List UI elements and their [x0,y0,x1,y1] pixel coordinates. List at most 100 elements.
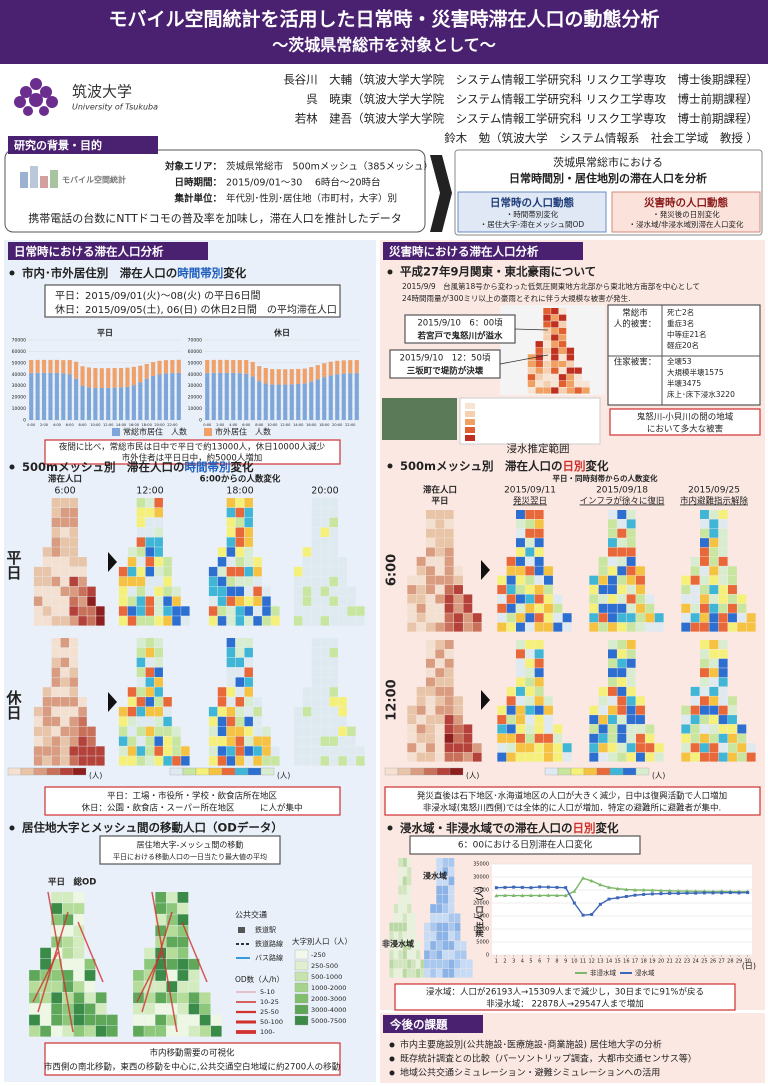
map-cell [244,647,253,658]
map-cell [51,981,63,992]
label: 2015/09/25 [688,486,740,496]
map-cell [393,904,398,913]
map-cell [389,931,394,941]
map-cell [608,743,617,753]
map-cell [737,594,747,604]
map-cell [226,756,236,766]
legend-swatch [294,993,309,1004]
arrow [108,552,117,572]
map-cell [746,752,756,762]
map-cell [516,613,525,623]
map-cell [454,950,461,960]
label: ・時間帯別変化 [506,209,559,219]
map-cell [69,687,78,697]
map-cell [566,360,575,368]
bar [93,368,98,388]
map-cell [51,697,61,707]
map-cell [208,576,218,587]
map-cell [442,959,449,969]
legend-unit: (人) [89,771,102,780]
map-cell [636,603,645,613]
map-cell [329,517,338,528]
od-line [181,921,208,983]
map-cell [617,613,627,623]
map-cell [709,733,719,743]
map-cell [407,575,417,585]
map-cell [329,547,338,557]
map-cell [534,510,544,519]
map-cell [320,716,330,727]
map-cell [302,756,312,766]
map-cell [118,616,128,626]
map-cell [62,903,74,914]
label: 軽症20名 [667,340,699,350]
map-cell [253,716,262,727]
map-cell [558,360,567,368]
map-cell [407,950,412,960]
map-cell [188,1003,200,1015]
map-cell [598,696,608,706]
point [581,913,585,917]
map-cell [60,677,70,687]
map-cell [262,616,271,626]
map-cell [244,566,253,577]
y-tick-label: 20000 [473,901,489,907]
map-cell [617,724,627,734]
map-cell [737,613,747,623]
point [563,893,568,898]
map-cell [155,1014,167,1026]
y-tick-label: 30000 [12,383,26,389]
map-cell [442,950,449,960]
map-cell [506,622,516,632]
map-cell [329,527,338,537]
map-cell [253,746,262,756]
map-cell [177,992,189,1004]
y-tick-label: 60000 [188,349,202,355]
map-cell [589,622,599,632]
map-cell [133,1025,144,1037]
map-cell [420,959,425,969]
map-cell [506,603,516,613]
map-cell [407,743,417,753]
map-cell [51,498,61,508]
legend-swatch [33,767,48,776]
x-tick-label: 14:00 [116,423,127,427]
section-heading: 災害時における滞在人口分析 [388,245,539,259]
map-cell [626,547,636,557]
map-cell [51,1014,63,1026]
map-cell [60,697,70,707]
map-cell [347,746,356,756]
map-cell [690,566,700,576]
map-cell [598,705,608,715]
label: 居住地大字-メッシュ間の移動 [137,840,244,850]
x-tick-label: 28 [727,959,733,965]
title: モバイル空間統計を活用した日常時・災害時滞在人口の動態分析 [108,8,659,31]
map-cell [645,594,655,604]
map-cell [145,677,155,687]
legend-swatch [234,767,249,776]
map-cell [654,743,664,753]
map-cell [424,968,430,978]
map-cell [51,746,61,756]
label: 既存統計調査との比較（パーソントリップ調査，大都市交通センサス等） [400,1053,697,1065]
map-cell [525,519,535,529]
map-cell [393,931,398,941]
y-tick-label: 10000 [473,927,489,933]
map-cell [654,752,664,762]
map-cell [127,547,137,557]
map-cell [329,706,338,717]
map-cell [338,706,347,717]
map-cell [617,538,627,548]
bar [131,366,136,386]
point [538,885,542,889]
map-cell [525,696,535,706]
map-cell [145,697,155,707]
x-tick-label: 2:00 [216,423,225,427]
map-cell [60,557,70,567]
x-tick-label: 22:00 [167,423,178,427]
map-cell [617,640,627,649]
label: 市西側の南北移動，東西の移動を中心に,公共交通空白地域に約2700人の移動 [44,1062,340,1073]
map-cell [293,616,303,626]
map-cell [136,576,146,587]
map-cell [226,576,236,587]
